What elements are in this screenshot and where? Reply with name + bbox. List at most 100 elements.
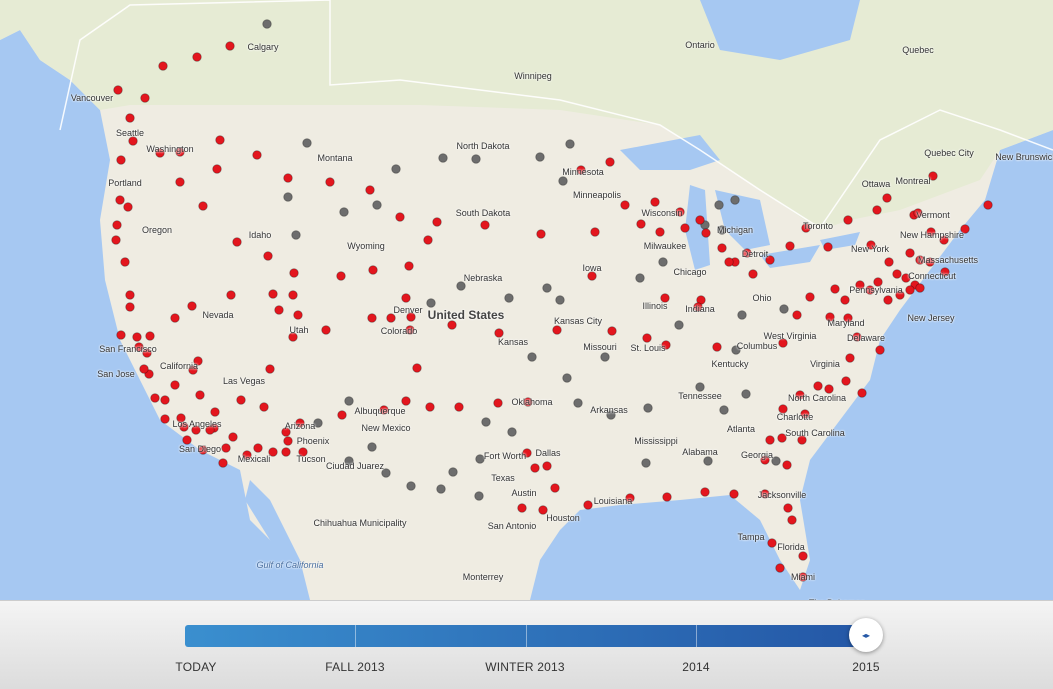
supercharger-marker-planned[interactable] bbox=[481, 417, 491, 427]
supercharger-marker-open[interactable] bbox=[116, 330, 126, 340]
supercharger-marker-open[interactable] bbox=[765, 255, 775, 265]
supercharger-marker-open[interactable] bbox=[843, 215, 853, 225]
timeline-slider-track[interactable] bbox=[185, 625, 867, 647]
supercharger-marker-open[interactable] bbox=[550, 483, 560, 493]
supercharger-marker-open[interactable] bbox=[187, 301, 197, 311]
supercharger-marker-open[interactable] bbox=[412, 363, 422, 373]
supercharger-marker-open[interactable] bbox=[274, 305, 284, 315]
supercharger-marker-open[interactable] bbox=[337, 410, 347, 420]
supercharger-marker-open[interactable] bbox=[236, 395, 246, 405]
supercharger-marker-open[interactable] bbox=[221, 443, 231, 453]
supercharger-marker-open[interactable] bbox=[454, 402, 464, 412]
supercharger-marker-open[interactable] bbox=[405, 325, 415, 335]
supercharger-marker-open[interactable] bbox=[115, 195, 125, 205]
supercharger-marker-planned[interactable] bbox=[291, 230, 301, 240]
supercharger-marker-planned[interactable] bbox=[606, 410, 616, 420]
supercharger-marker-planned[interactable] bbox=[695, 382, 705, 392]
supercharger-marker-open[interactable] bbox=[523, 397, 533, 407]
supercharger-marker-open[interactable] bbox=[843, 313, 853, 323]
supercharger-marker-planned[interactable] bbox=[448, 467, 458, 477]
supercharger-marker-open[interactable] bbox=[825, 312, 835, 322]
supercharger-marker-open[interactable] bbox=[150, 393, 160, 403]
supercharger-marker-open[interactable] bbox=[642, 333, 652, 343]
supercharger-marker-open[interactable] bbox=[367, 313, 377, 323]
supercharger-marker-open[interactable] bbox=[765, 435, 775, 445]
supercharger-marker-planned[interactable] bbox=[714, 200, 724, 210]
supercharger-marker-open[interactable] bbox=[210, 407, 220, 417]
supercharger-marker-open[interactable] bbox=[905, 248, 915, 258]
supercharger-marker-open[interactable] bbox=[785, 241, 795, 251]
supercharger-marker-planned[interactable] bbox=[779, 304, 789, 314]
tick-2014[interactable]: 2014 bbox=[682, 660, 710, 674]
supercharger-marker-open[interactable] bbox=[915, 283, 925, 293]
supercharger-marker-open[interactable] bbox=[538, 505, 548, 515]
supercharger-marker-planned[interactable] bbox=[555, 295, 565, 305]
supercharger-marker-open[interactable] bbox=[368, 265, 378, 275]
supercharger-marker-open[interactable] bbox=[928, 171, 938, 181]
supercharger-marker-open[interactable] bbox=[404, 261, 414, 271]
supercharger-marker-open[interactable] bbox=[782, 460, 792, 470]
supercharger-marker-open[interactable] bbox=[901, 273, 911, 283]
supercharger-marker-planned[interactable] bbox=[474, 491, 484, 501]
supercharger-marker-open[interactable] bbox=[882, 193, 892, 203]
supercharger-marker-open[interactable] bbox=[188, 365, 198, 375]
supercharger-marker-open[interactable] bbox=[775, 563, 785, 573]
supercharger-marker-planned[interactable] bbox=[737, 310, 747, 320]
supercharger-marker-planned[interactable] bbox=[643, 403, 653, 413]
supercharger-marker-open[interactable] bbox=[660, 293, 670, 303]
supercharger-marker-planned[interactable] bbox=[771, 456, 781, 466]
supercharger-marker-open[interactable] bbox=[661, 340, 671, 350]
supercharger-marker-open[interactable] bbox=[883, 295, 893, 305]
supercharger-marker-planned[interactable] bbox=[406, 481, 416, 491]
supercharger-marker-open[interactable] bbox=[805, 292, 815, 302]
supercharger-marker-planned[interactable] bbox=[703, 456, 713, 466]
supercharger-marker-open[interactable] bbox=[695, 215, 705, 225]
supercharger-marker-open[interactable] bbox=[542, 461, 552, 471]
supercharger-marker-planned[interactable] bbox=[475, 454, 485, 464]
tick-fall-2013[interactable]: FALL 2013 bbox=[325, 660, 385, 674]
supercharger-marker-open[interactable] bbox=[824, 384, 834, 394]
supercharger-marker-open[interactable] bbox=[288, 332, 298, 342]
supercharger-marker-open[interactable] bbox=[760, 455, 770, 465]
supercharger-marker-open[interactable] bbox=[160, 395, 170, 405]
supercharger-marker-open[interactable] bbox=[158, 61, 168, 71]
supercharger-marker-open[interactable] bbox=[198, 445, 208, 455]
supercharger-marker-open[interactable] bbox=[198, 201, 208, 211]
supercharger-marker-planned[interactable] bbox=[573, 398, 583, 408]
supercharger-marker-open[interactable] bbox=[265, 364, 275, 374]
supercharger-marker-open[interactable] bbox=[283, 436, 293, 446]
supercharger-marker-planned[interactable] bbox=[507, 427, 517, 437]
supercharger-marker-open[interactable] bbox=[778, 338, 788, 348]
supercharger-marker-open[interactable] bbox=[701, 228, 711, 238]
supercharger-marker-open[interactable] bbox=[263, 251, 273, 261]
supercharger-marker-open[interactable] bbox=[295, 418, 305, 428]
supercharger-marker-open[interactable] bbox=[423, 235, 433, 245]
supercharger-marker-planned[interactable] bbox=[658, 257, 668, 267]
supercharger-marker-open[interactable] bbox=[675, 207, 685, 217]
supercharger-marker-open[interactable] bbox=[607, 326, 617, 336]
supercharger-marker-open[interactable] bbox=[778, 404, 788, 414]
supercharger-marker-open[interactable] bbox=[175, 147, 185, 157]
supercharger-marker-open[interactable] bbox=[283, 173, 293, 183]
supercharger-marker-open[interactable] bbox=[823, 242, 833, 252]
supercharger-marker-open[interactable] bbox=[182, 435, 192, 445]
supercharger-marker-planned[interactable] bbox=[717, 225, 727, 235]
supercharger-marker-open[interactable] bbox=[170, 313, 180, 323]
supercharger-marker-open[interactable] bbox=[176, 413, 186, 423]
supercharger-marker-planned[interactable] bbox=[527, 352, 537, 362]
supercharger-marker-open[interactable] bbox=[875, 345, 885, 355]
supercharger-marker-open[interactable] bbox=[693, 302, 703, 312]
supercharger-marker-open[interactable] bbox=[884, 257, 894, 267]
supercharger-marker-open[interactable] bbox=[170, 380, 180, 390]
supercharger-marker-open[interactable] bbox=[325, 177, 335, 187]
supercharger-marker-open[interactable] bbox=[800, 409, 810, 419]
supercharger-marker-open[interactable] bbox=[798, 572, 808, 582]
supercharger-marker-open[interactable] bbox=[268, 289, 278, 299]
supercharger-marker-open[interactable] bbox=[336, 271, 346, 281]
supercharger-marker-open[interactable] bbox=[494, 328, 504, 338]
supercharger-marker-open[interactable] bbox=[895, 290, 905, 300]
supercharger-marker-open[interactable] bbox=[792, 310, 802, 320]
supercharger-marker-open[interactable] bbox=[218, 458, 228, 468]
supercharger-marker-open[interactable] bbox=[111, 235, 121, 245]
supercharger-marker-open[interactable] bbox=[625, 493, 635, 503]
